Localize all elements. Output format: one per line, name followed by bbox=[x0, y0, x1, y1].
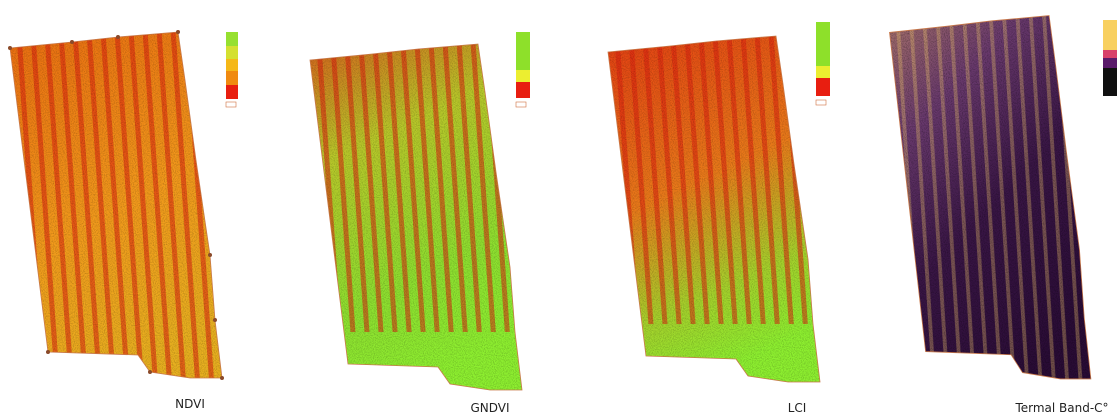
caption: Termal Band-C° bbox=[1014, 401, 1108, 415]
caption: GNDVI bbox=[470, 401, 509, 415]
thermal-map bbox=[880, 3, 1108, 391]
ndvi-map bbox=[0, 20, 240, 390]
legend-bar bbox=[816, 22, 830, 105]
legend-bar bbox=[516, 32, 530, 107]
gndvi-map bbox=[300, 32, 540, 402]
figure: NDVI GNDVI LCI Termal Band-C° bbox=[0, 0, 1120, 419]
page: {"panels": [{"caption": "NDVI"}, {"capti… bbox=[0, 0, 1120, 419]
legend-bar bbox=[226, 32, 238, 107]
lci-map bbox=[598, 22, 838, 394]
caption: NDVI bbox=[175, 397, 205, 411]
caption: LCI bbox=[788, 401, 807, 415]
legend-bar bbox=[1103, 20, 1117, 96]
